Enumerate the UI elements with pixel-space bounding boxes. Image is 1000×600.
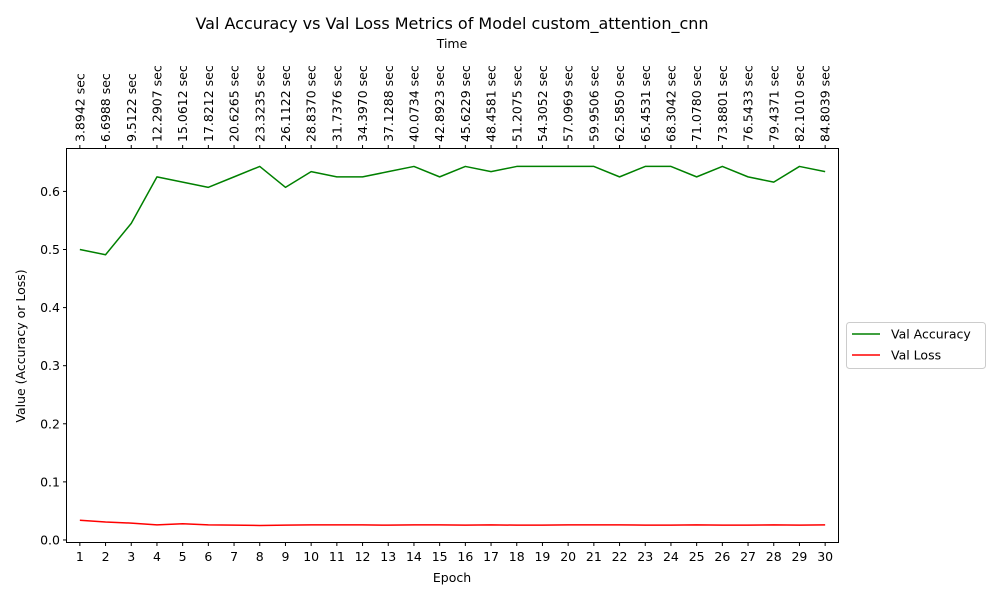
x-tick-label: 20	[560, 549, 576, 564]
top-tick-label: 42.8923 sec	[432, 65, 447, 142]
x-tick-label: 23	[637, 549, 653, 564]
top-tick-label: 54.3052 sec	[535, 65, 550, 142]
x-tick-label: 3	[127, 549, 135, 564]
legend-label-val-accuracy: Val Accuracy	[891, 327, 971, 342]
x-tick-label: 21	[586, 549, 602, 564]
x-tick-label: 24	[663, 549, 679, 564]
top-tick-label: 73.8801 sec	[715, 65, 730, 142]
top-tick-label: 9.5122 sec	[124, 73, 139, 142]
y-tick-label: 0.4	[40, 300, 60, 315]
x-tick-label: 7	[230, 549, 238, 564]
top-tick-label: 51.2075 sec	[509, 65, 524, 142]
legend-label-val-loss: Val Loss	[891, 348, 941, 363]
plot-frame	[66, 148, 839, 543]
top-axis-ticks: 3.8942 sec 6.6988 sec 9.5122 sec 12.2907 se…	[72, 65, 833, 149]
top-tick-label: 34.3970 sec	[355, 65, 370, 142]
x-tick-label: 11	[329, 549, 345, 564]
y-tick-label: 0.6	[40, 184, 60, 199]
x-tick-label: 4	[153, 549, 161, 564]
x-tick-label: 25	[689, 549, 705, 564]
top-tick-label: 71.0780 sec	[689, 65, 704, 142]
chart-title: Val Accuracy vs Val Loss Metrics of Mode…	[195, 14, 708, 34]
top-tick-label: 76.5433 sec	[741, 65, 756, 142]
top-tick-label: 23.3235 sec	[252, 65, 267, 142]
top-tick-label: 57.0969 sec	[561, 65, 576, 142]
x-tick-label: 16	[457, 549, 473, 564]
x-tick-label: 29	[791, 549, 807, 564]
x-axis-label: Epoch	[433, 570, 471, 585]
x-tick-label: 19	[534, 549, 550, 564]
top-tick-label: 40.0734 sec	[406, 65, 421, 142]
top-tick-label: 79.4371 sec	[766, 65, 781, 142]
series-layer	[79, 165, 826, 527]
x-tick-label: 9	[281, 549, 289, 564]
x-tick-label: 10	[303, 549, 319, 564]
top-tick-label: 37.1288 sec	[381, 65, 396, 142]
top-tick-label: 62.5850 sec	[612, 65, 627, 142]
x-tick-label: 12	[355, 549, 371, 564]
x-tick-label: 30	[817, 549, 833, 564]
top-tick-label: 59.9506 sec	[586, 65, 601, 142]
y-tick-label: 0.0	[40, 532, 60, 547]
x-tick-label: 17	[483, 549, 499, 564]
top-tick-label: 17.8212 sec	[201, 65, 216, 142]
y-tick-label: 0.5	[40, 242, 60, 257]
y-tick-label: 0.3	[40, 358, 60, 373]
legend-box	[846, 322, 986, 369]
top-tick-label: 68.3042 sec	[663, 65, 678, 142]
top-tick-label: 65.4531 sec	[638, 65, 653, 142]
top-tick-label: 6.6988 sec	[98, 73, 113, 142]
y-axis-ticks: 0.0 0.1 0.2 0.3 0.4 0.5 0.6	[40, 184, 67, 547]
x-tick-label: 1	[76, 549, 84, 564]
x-tick-label: 18	[509, 549, 525, 564]
top-tick-label: 31.7376 sec	[329, 65, 344, 142]
x-axis-ticks: 1 2 3 4 5 6 7 8 9 10 11 12 13 14 15 16 17 18 19 20 21 22 23 24 2…	[76, 542, 833, 564]
x-tick-label: 27	[740, 549, 756, 564]
x-tick-label: 15	[432, 549, 448, 564]
legend: Val Accuracy Val Loss	[846, 322, 986, 369]
top-tick-label: 12.2907 sec	[149, 65, 164, 142]
x-tick-label: 26	[714, 549, 730, 564]
series-line-val-accuracy	[79, 165, 826, 256]
y-axis-label: Value (Accuracy or Loss)	[13, 269, 28, 422]
top-tick-label: 82.1010 sec	[792, 65, 807, 142]
x-tick-label: 2	[102, 549, 110, 564]
x-tick-label: 5	[179, 549, 187, 564]
y-tick-label: 0.2	[40, 416, 60, 431]
x-tick-label: 13	[380, 549, 396, 564]
series-line-val-loss	[79, 519, 826, 527]
top-tick-label: 28.8370 sec	[304, 65, 319, 142]
top-tick-label: 26.1122 sec	[278, 65, 293, 142]
x-tick-label: 14	[406, 549, 422, 564]
top-axis-label: Time	[436, 36, 468, 51]
top-tick-label: 15.0612 sec	[175, 65, 190, 142]
x-tick-label: 6	[204, 549, 212, 564]
x-tick-label: 8	[256, 549, 264, 564]
top-tick-label: 48.4581 sec	[484, 65, 499, 142]
top-tick-label: 45.6229 sec	[458, 65, 473, 142]
y-tick-label: 0.1	[40, 474, 60, 489]
x-tick-label: 22	[612, 549, 628, 564]
top-tick-label: 84.8039 sec	[818, 65, 833, 142]
top-tick-label: 3.8942 sec	[72, 73, 87, 142]
top-tick-label: 20.6265 sec	[227, 65, 242, 142]
x-tick-label: 28	[766, 549, 782, 564]
